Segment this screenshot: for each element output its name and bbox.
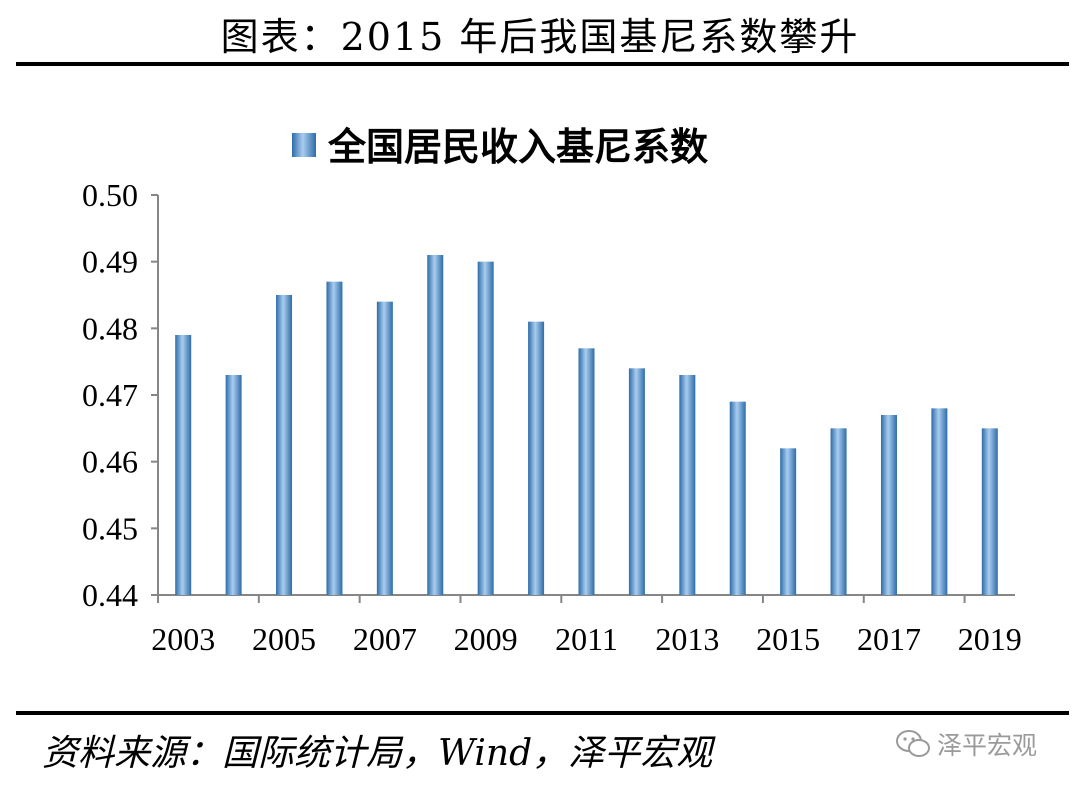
top-divider <box>16 62 1069 66</box>
x-tick-label: 2007 <box>353 621 417 657</box>
x-tick-label: 2015 <box>756 621 820 657</box>
bar-2019 <box>981 428 998 595</box>
watermark: 泽平宏观 <box>895 726 1037 762</box>
bar-2008 <box>427 255 444 595</box>
bar-2009 <box>477 261 494 595</box>
x-tick-label: 2005 <box>252 621 316 657</box>
wechat-icon <box>896 730 930 757</box>
bar-2007 <box>376 301 393 595</box>
y-tick-label: 0.47 <box>82 377 138 413</box>
watermark-text: 泽平宏观 <box>937 731 1038 760</box>
legend-label: 全国居民收入基尼系数 <box>327 125 708 169</box>
bar-2011 <box>578 348 595 595</box>
y-tick-label: 0.44 <box>82 577 138 613</box>
bar-2017 <box>880 415 897 595</box>
bar-chart: 全国居民收入基尼系数 0.50 0.49 0.48 0.47 0.46 0.45 0.44 2… <box>82 125 1022 657</box>
legend-swatch <box>292 133 316 157</box>
y-tick-label: 0.49 <box>82 244 138 280</box>
chart-legend: 全国居民收入基尼系数 <box>292 125 708 169</box>
bar-2012 <box>628 368 645 595</box>
y-tick-label: 0.50 <box>82 177 138 213</box>
y-tick-label: 0.45 <box>82 510 138 546</box>
bar-2003 <box>175 335 192 595</box>
page-title: 图表：2015 年后我国基尼系数攀升 <box>220 15 860 59</box>
bar-2014 <box>729 401 746 595</box>
bar-2006 <box>326 281 343 595</box>
x-tick-label: 2011 <box>555 621 618 657</box>
bar-2010 <box>528 321 545 595</box>
x-tick-label: 2013 <box>655 621 719 657</box>
bottom-divider <box>16 711 1069 715</box>
x-tick-label: 2019 <box>958 621 1022 657</box>
x-tick-label: 2003 <box>151 621 215 657</box>
bar-2016 <box>830 428 847 595</box>
bar-2018 <box>931 408 948 595</box>
y-tick-label: 0.48 <box>82 310 138 346</box>
bar-2015 <box>780 448 797 595</box>
bar-2013 <box>679 375 696 595</box>
bar-2005 <box>276 295 293 595</box>
x-tick-label: 2017 <box>857 621 921 657</box>
y-tick-label: 0.46 <box>82 444 138 480</box>
bar-2004 <box>225 375 242 595</box>
source-note: 资料来源：国际统计局，Wind，泽平宏观 <box>42 733 713 774</box>
x-tick-label: 2009 <box>454 621 518 657</box>
